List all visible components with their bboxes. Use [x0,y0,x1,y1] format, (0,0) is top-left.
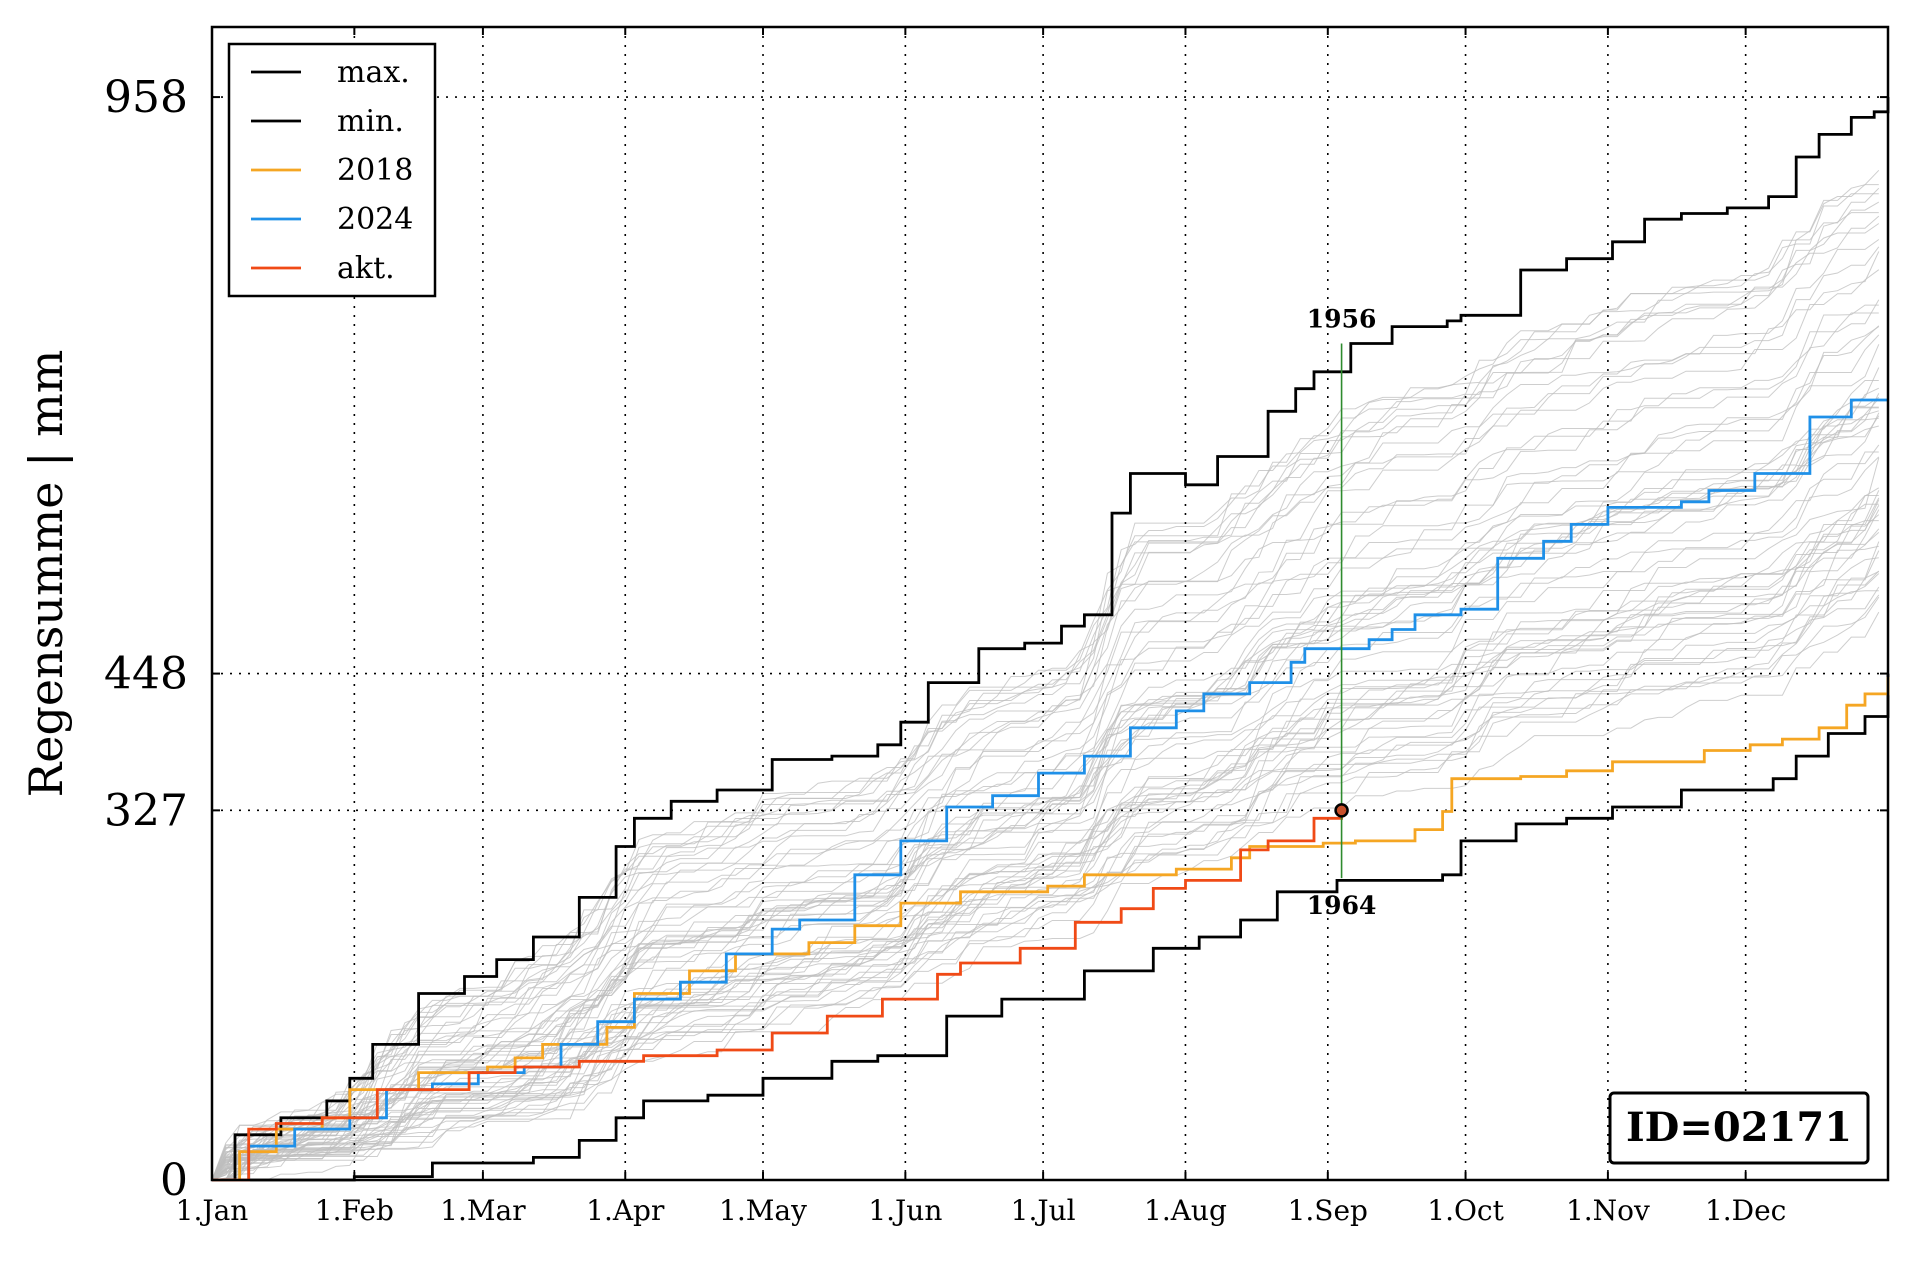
background-year-line [212,487,1880,1181]
background-year-line [211,251,1880,1181]
series-line-min [212,673,1890,1182]
background-year-line [211,169,1880,1181]
background-year-line [211,326,1880,1181]
background-year-line [211,344,1880,1181]
annotation-max-year: 1956 [1307,305,1377,334]
background-year-line [211,503,1879,1181]
y-tick-labels: 0 327 448 958 [104,72,188,1206]
background-year-line [211,312,1879,1181]
background-year-line [211,299,1880,1181]
background-year-line [211,269,1880,1181]
background-year-line [212,495,1879,1181]
legend-label-akt: akt. [337,251,395,286]
background-year-line [211,396,1880,1181]
legend: max. min. 2018 2024 akt. [227,42,437,298]
series-line-akt [212,810,1343,1182]
background-year-line [211,499,1880,1181]
background-year-line [211,457,1880,1181]
x-tick-label: 1.Oct [1427,1194,1504,1227]
background-year-line [211,528,1880,1181]
series-line-2018 [212,677,1890,1182]
legend-label-2018: 2018 [337,153,413,188]
background-year-line [211,532,1880,1181]
plot-frame [210,25,1890,1182]
background-year-line [211,586,1880,1181]
legend-label-max: max. [337,55,410,90]
background-year-line [211,514,1880,1181]
grid-lines [212,27,1888,1180]
x-tick-labels: 1.Jan 1.Feb 1.Mar 1.Apr 1.May 1.Jun 1.Jul 1.Aug… [176,1194,1787,1227]
x-tick-label: 1.Feb [315,1194,394,1227]
background-year-line [211,201,1880,1181]
annotations: 1956 1964 [1307,305,1377,921]
background-year-line [211,451,1879,1181]
station-id-label: ID=02171 [1626,1104,1852,1151]
background-year-line [211,304,1879,1181]
y-tick-label: 958 [104,72,188,123]
background-year-line [211,184,1879,1181]
background-year-line [212,611,1880,1181]
legend-label-2024: 2024 [337,202,413,237]
y-tick-label: 327 [104,785,188,836]
x-tick-label: 1.Jun [868,1194,942,1227]
background-year-line [211,504,1880,1181]
background-year-line [211,550,1880,1181]
station-id-box: ID=02171 [1608,1091,1870,1165]
background-year-line [212,571,1880,1181]
background-year-line [212,509,1880,1181]
background-year-line [212,520,1879,1181]
x-tick-label: 1.Aug [1144,1194,1227,1227]
x-tick-label: 1.Nov [1566,1194,1650,1227]
series-lines [212,97,1890,1182]
axis-ticks [211,27,1888,1181]
background-year-line [211,212,1879,1181]
background-year-line [212,590,1879,1181]
current-value-marker [1334,803,1349,818]
x-tick-label: 1.Jan [176,1194,249,1227]
x-tick-label: 1.Dec [1705,1194,1786,1227]
background-year-line [211,334,1880,1181]
background-year-line [211,380,1879,1181]
x-tick-label: 1.May [719,1194,807,1227]
y-tick-label: 448 [104,649,188,700]
background-year-line [212,594,1880,1181]
annotation-min-year: 1964 [1307,891,1377,920]
y-axis-label: Regensumme | mm [19,350,73,798]
background-year-line [211,215,1880,1181]
legend-label-min: min. [337,104,404,139]
x-tick-label: 1.Jul [1011,1194,1076,1227]
series-line-max [212,97,1890,1182]
x-tick-label: 1.Mar [440,1194,526,1227]
background-year-line [211,497,1880,1181]
background-year-line [211,490,1880,1181]
y-tick-label: 0 [160,1155,188,1206]
series-line-2024 [212,398,1888,1182]
background-year-line [211,239,1880,1181]
background-year-line [212,596,1880,1181]
x-tick-label: 1.Apr [586,1194,665,1227]
background-year-line [211,557,1879,1181]
x-tick-label: 1.Sep [1288,1194,1368,1227]
background-year-line [211,187,1880,1181]
background-year-line [211,444,1880,1181]
background-year-lines [211,169,1880,1181]
